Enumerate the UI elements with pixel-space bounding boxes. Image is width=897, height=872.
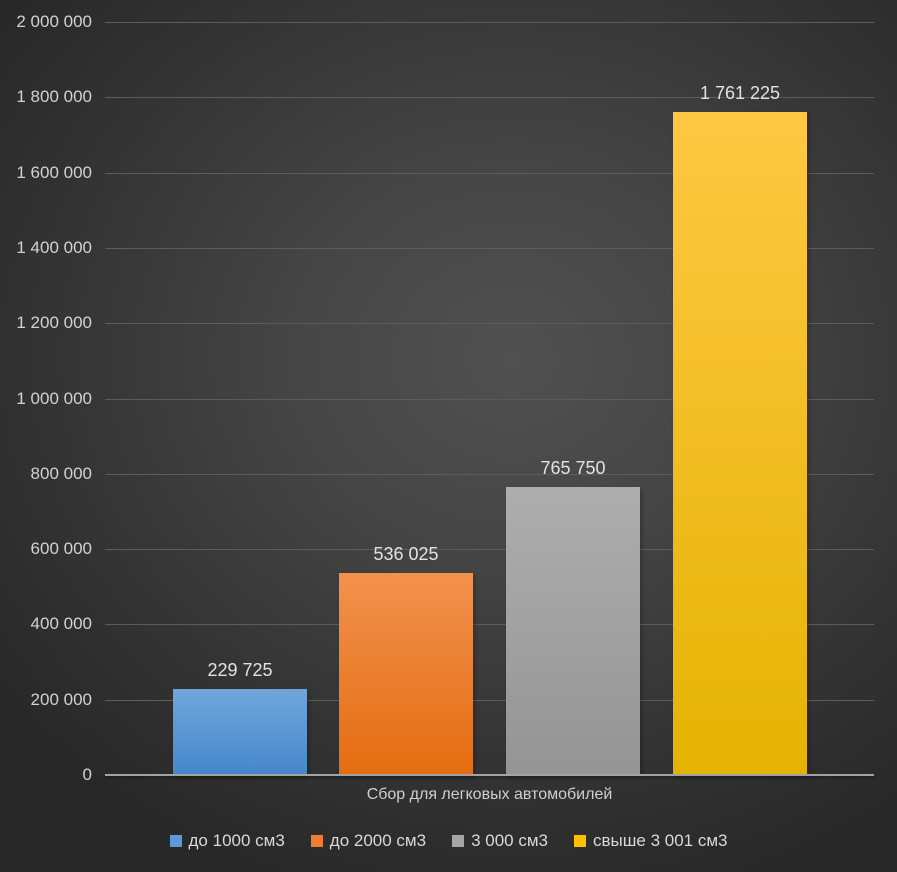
legend-item-3[interactable]: 3 000 см3 <box>452 831 548 851</box>
y-axis-tick-label: 1 800 000 <box>16 87 92 106</box>
legend-item-label: свыше 3 001 см3 <box>593 831 728 850</box>
legend-color-swatch-icon <box>452 835 465 847</box>
bar-4[interactable] <box>673 112 807 775</box>
x-axis-line <box>105 774 874 776</box>
bar-value-label: 765 750 <box>540 458 606 478</box>
gridline <box>105 22 874 23</box>
legend-item-label: 3 000 см3 <box>471 831 548 850</box>
legend-item-label: до 1000 см3 <box>188 831 285 850</box>
bar-2[interactable] <box>339 573 473 775</box>
gridline <box>105 549 874 550</box>
y-axis-tick-label: 800 000 <box>30 464 92 483</box>
y-axis-tick-label: 400 000 <box>30 614 92 633</box>
legend-item-4[interactable]: свыше 3 001 см3 <box>574 831 727 851</box>
legend: до 1000 см3 до 2000 см3 3 000 см3 свыше 3 0… <box>0 831 897 851</box>
x-axis-title: Сбор для легковых автомобилей <box>366 786 613 803</box>
legend-color-swatch-icon <box>169 835 182 847</box>
legend-color-swatch-icon <box>574 835 586 847</box>
gridline <box>105 474 874 475</box>
legend-color-swatch-icon <box>310 835 323 847</box>
gridline <box>105 700 874 701</box>
y-axis-tick-label: 1 000 000 <box>16 389 92 408</box>
gridline <box>105 248 874 249</box>
legend-item-label: до 2000 см3 <box>329 831 427 850</box>
gridline <box>105 323 874 324</box>
bar-value-label: 1 761 225 <box>699 83 781 103</box>
y-axis-tick-label: 2 000 000 <box>16 12 92 31</box>
bar-value-label: 229 725 <box>207 660 273 680</box>
y-axis-tick-label: 1 400 000 <box>16 238 92 257</box>
legend-item-1[interactable]: до 1000 см3 <box>169 831 285 851</box>
bar-3[interactable] <box>506 487 640 775</box>
gridline <box>105 173 874 174</box>
y-axis-tick-label: 0 <box>82 765 92 784</box>
bar-1[interactable] <box>173 689 307 775</box>
gridline <box>105 97 874 98</box>
gridline <box>105 399 874 400</box>
y-axis-tick-label: 200 000 <box>30 690 92 709</box>
y-axis-tick-label: 600 000 <box>30 539 92 558</box>
legend-item-2[interactable]: до 2000 см3 <box>310 831 427 851</box>
y-axis-tick-label: 1 600 000 <box>16 163 92 182</box>
gridline <box>105 624 874 625</box>
y-axis-tick-label: 1 200 000 <box>16 313 92 332</box>
bar-value-label: 536 025 <box>373 544 439 564</box>
